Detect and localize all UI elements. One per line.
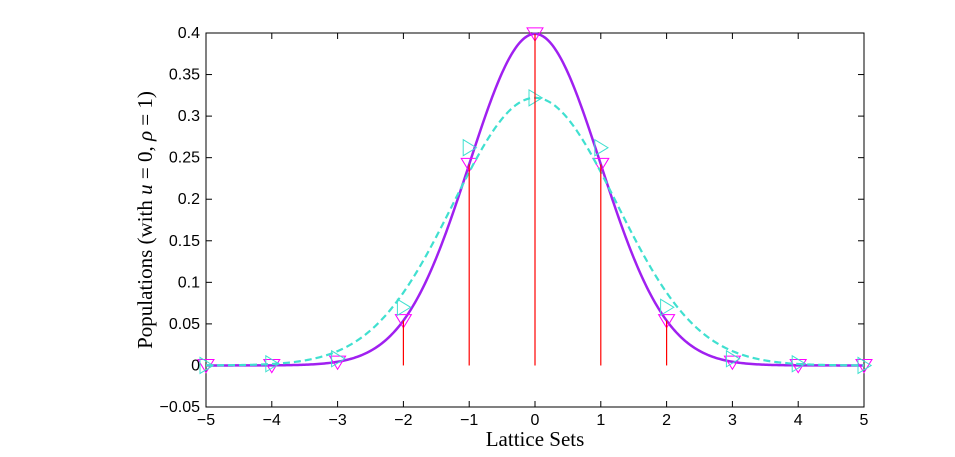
triangle-down-marker bbox=[591, 157, 610, 173]
triangle-down-marker bbox=[394, 314, 413, 329]
x-tick-label: 1 bbox=[596, 412, 605, 429]
x-axis-label: Lattice Sets bbox=[486, 427, 585, 451]
triangle-right-marker bbox=[791, 354, 807, 373]
y-axis-label-var-u: u bbox=[133, 184, 157, 195]
x-tick-label: −4 bbox=[263, 412, 281, 429]
x-tick-label: −2 bbox=[394, 412, 412, 429]
triangle-right-marker bbox=[331, 349, 346, 368]
x-tick-label: 3 bbox=[728, 412, 737, 429]
x-tick-label: −3 bbox=[328, 412, 346, 429]
triangle-down-marker bbox=[328, 355, 347, 371]
y-axis-label: Populations (with u = 0, ρ = 1) bbox=[133, 91, 157, 349]
triangle-right-marker bbox=[594, 138, 609, 157]
triangle-right-marker bbox=[199, 356, 215, 375]
y-tick-label: 0.3 bbox=[178, 108, 200, 125]
y-tick-label: 0.05 bbox=[169, 316, 200, 333]
solid-gaussian-line bbox=[206, 32, 864, 367]
x-tick-label: 5 bbox=[860, 412, 869, 429]
plot-area: −5 −4 −3 −2 −1 0 1 2 3 4 5 −0.05 0 0.05 0.1 0.15 0.2 0.25… bbox=[160, 25, 873, 429]
x-tick-label: 4 bbox=[794, 412, 803, 429]
y-tick-label: 0.15 bbox=[169, 233, 200, 250]
x-tick-label: 0 bbox=[531, 412, 540, 429]
y-tick-label: 0 bbox=[191, 357, 200, 374]
y-tick-label: −0.05 bbox=[160, 399, 201, 416]
y-axis-label-eq-u: = 0, bbox=[133, 141, 157, 184]
y-axis-label-prefix: Populations (with bbox=[133, 195, 157, 349]
x-tick-label: 2 bbox=[662, 412, 671, 429]
y-axis-label-var-rho: ρ bbox=[133, 131, 157, 142]
y-axis-label-eq-rho: = 1) bbox=[133, 91, 157, 131]
y-tick-label: 0.1 bbox=[178, 274, 200, 291]
x-tick-label: −5 bbox=[197, 412, 215, 429]
triangle-right-marker bbox=[660, 298, 675, 317]
triangle-down-marker bbox=[855, 358, 873, 374]
y-tick-label: 0.4 bbox=[178, 25, 200, 42]
triangle-down-marker bbox=[657, 314, 676, 329]
triangle-right-marker bbox=[462, 138, 478, 157]
triangle-right-marker bbox=[396, 298, 412, 317]
triangle-down-marker bbox=[723, 355, 742, 371]
triangle-down-marker bbox=[526, 27, 544, 42]
x-tick-label: −1 bbox=[460, 412, 478, 429]
triangle-right-marker bbox=[725, 349, 741, 368]
y-tick-label: 0.35 bbox=[169, 67, 200, 84]
triangle-right-marker bbox=[265, 354, 280, 373]
y-tick-label: 0.25 bbox=[169, 150, 200, 167]
triangle-right-marker bbox=[857, 356, 873, 375]
y-tick-label: 0.2 bbox=[178, 191, 200, 208]
